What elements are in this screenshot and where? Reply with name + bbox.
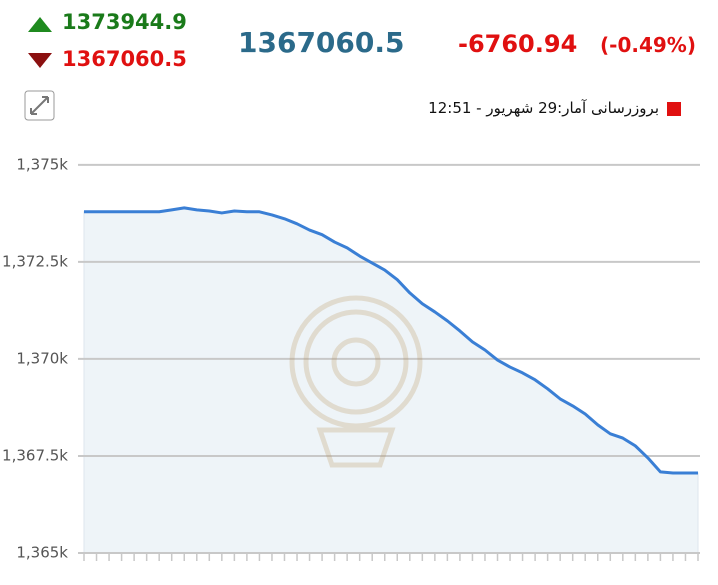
plot: 1,365k 1,367.5k 1,370k 1,372.5k 1,375k (2, 155, 700, 562)
price-line (84, 206, 698, 475)
change-value: -6760.94 (458, 30, 578, 58)
expand-icon (30, 96, 49, 115)
y-tick-label: 1,372.5k (2, 252, 68, 270)
y-tick-label: 1,370k (16, 349, 68, 367)
last-value: 1367060.5 (238, 26, 405, 59)
down-arrow (28, 53, 52, 68)
y-tick-label: 1,367.5k (2, 446, 68, 464)
y-tick-label: 1,375k (16, 155, 68, 173)
update-time: بروزرسانی آمار:29 شهریور - 12:51 (428, 99, 659, 117)
watermark (289, 295, 423, 468)
y-tick-label: 1,365k (16, 544, 68, 562)
change-percent: (-0.49%) (600, 33, 696, 57)
area-fill (83, 207, 699, 554)
high-value: 1373944.9 (62, 10, 187, 34)
update-marker (667, 102, 681, 116)
up-arrow (28, 17, 52, 32)
low-value: 1367060.5 (62, 47, 187, 71)
